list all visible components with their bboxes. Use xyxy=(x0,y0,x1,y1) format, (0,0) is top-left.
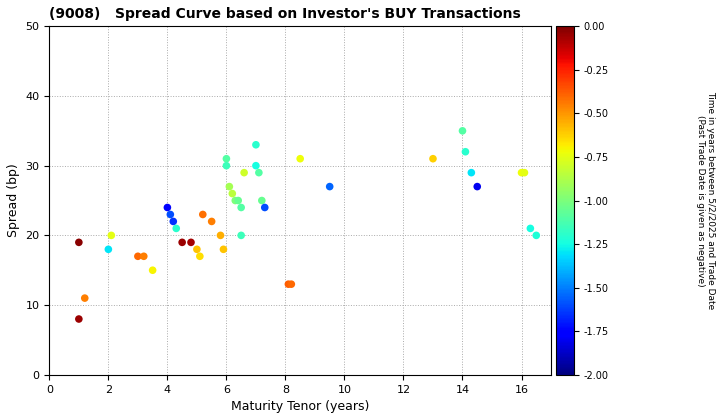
Text: (9008)   Spread Curve based on Investor's BUY Transactions: (9008) Spread Curve based on Investor's … xyxy=(50,7,521,21)
Point xyxy=(283,281,294,288)
Point xyxy=(253,169,265,176)
Point xyxy=(235,232,247,239)
Point xyxy=(168,218,179,225)
Point xyxy=(294,155,306,162)
Point xyxy=(106,232,117,239)
Point xyxy=(525,225,536,232)
Point xyxy=(103,246,114,253)
Point xyxy=(256,197,268,204)
Point xyxy=(176,239,188,246)
Point xyxy=(197,211,209,218)
Point xyxy=(531,232,542,239)
Point xyxy=(220,155,232,162)
Point xyxy=(456,127,468,134)
Point xyxy=(259,204,271,211)
Point xyxy=(230,197,241,204)
Point xyxy=(227,190,238,197)
Point xyxy=(73,316,85,323)
Y-axis label: Time in years between 5/2/2025 and Trade Date
(Past Trade Date is given as negat: Time in years between 5/2/2025 and Trade… xyxy=(696,92,716,310)
Point xyxy=(518,169,530,176)
Point xyxy=(165,211,176,218)
Point xyxy=(161,204,173,211)
Point xyxy=(286,281,297,288)
Point xyxy=(466,169,477,176)
Point xyxy=(233,197,244,204)
Point xyxy=(224,183,235,190)
Point xyxy=(427,155,438,162)
Point xyxy=(171,225,182,232)
Point xyxy=(250,162,261,169)
Point xyxy=(215,232,226,239)
Point xyxy=(235,204,247,211)
Point xyxy=(79,295,91,302)
Y-axis label: Spread (bp): Spread (bp) xyxy=(7,164,20,237)
Point xyxy=(324,183,336,190)
Point xyxy=(185,239,197,246)
Point xyxy=(250,142,261,148)
Point xyxy=(206,218,217,225)
Point xyxy=(194,253,206,260)
Point xyxy=(459,148,471,155)
Point xyxy=(238,169,250,176)
Point xyxy=(472,183,483,190)
Point xyxy=(191,246,202,253)
Point xyxy=(516,169,527,176)
Point xyxy=(220,162,232,169)
Point xyxy=(217,246,229,253)
X-axis label: Maturity Tenor (years): Maturity Tenor (years) xyxy=(231,400,369,413)
Point xyxy=(147,267,158,273)
Point xyxy=(73,239,85,246)
Point xyxy=(138,253,150,260)
Point xyxy=(132,253,143,260)
